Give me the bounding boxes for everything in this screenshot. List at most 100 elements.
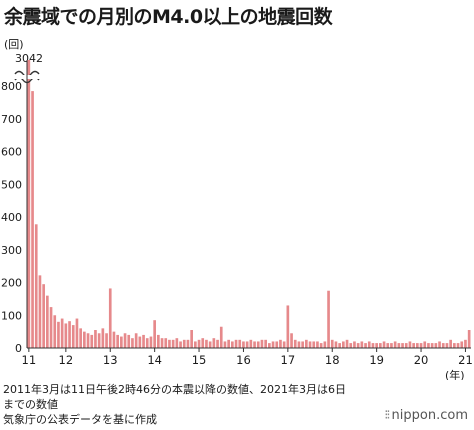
y-tick-label: 300 [1,244,22,257]
bar [212,338,216,348]
bar [282,341,286,348]
bar [157,334,160,348]
bar [256,341,260,348]
credit-logo-icon: ⁝⁝ [384,408,390,423]
bar [456,343,460,348]
y-tick-label: 400 [1,211,22,224]
x-tick-label: 12 [59,353,74,367]
bar [271,341,275,348]
bar [397,343,401,348]
bar [219,326,223,348]
bar [345,339,349,348]
bar [238,339,242,348]
bar [416,343,419,348]
bar [194,341,197,348]
bar [116,334,119,348]
bar [201,338,205,348]
bar [264,339,267,348]
bar [268,343,271,348]
bar [360,341,364,348]
bar [386,343,390,348]
bar [86,333,90,348]
x-axis-ticks: 11 12 13 14 15 16 17 18 19 20 21 [22,348,473,367]
x-tick-label: 13 [103,353,118,367]
bar [382,341,386,348]
bar [134,333,138,348]
bar [245,341,249,348]
footnote-line-2: までの数値 [3,398,58,411]
bar [75,318,79,348]
bar [34,224,38,348]
bar [171,339,175,348]
bar [293,339,297,348]
bar [427,343,430,348]
bar [205,339,208,348]
bar [390,343,393,348]
bar [60,318,64,348]
bar [242,341,245,348]
bar [253,341,256,348]
y-tick-label: 100 [1,309,22,322]
bar [101,328,105,348]
bar [434,343,438,348]
bar [401,343,404,348]
bar [57,321,60,348]
x-tick-label: 20 [414,353,429,367]
bar [227,339,230,348]
bar [108,288,112,348]
bar [168,339,171,348]
bar [38,275,42,348]
bar [301,341,304,348]
footnote-line-3: 気象庁の公表データを基に作成 [3,413,157,426]
bar [123,333,127,348]
bar [327,290,330,348]
bar [323,341,327,348]
y-tick-label: 600 [1,146,22,159]
bar [142,334,145,348]
bar [364,343,367,348]
footnote-line-1: 2011年3月は11日午後2時46分の本震以降の数値、2021年3月は6日 [3,383,346,396]
bar [94,330,97,348]
bar [234,339,238,348]
bar [445,343,449,348]
bar [223,341,227,348]
bar [419,343,423,348]
bar [49,307,53,348]
bar [53,315,57,348]
bar [319,343,323,348]
bar [330,339,334,348]
bar [356,343,360,348]
bar [90,334,94,348]
bar [83,331,86,348]
bar [449,339,452,348]
bar [190,330,193,348]
x-tick-label: 19 [369,353,384,367]
y-tick-label: 500 [1,178,22,191]
bar [464,339,467,348]
bar [441,343,445,348]
bar [423,341,427,348]
y-axis-ticks: 0 100 200 300 400 500 600 700 800 [1,80,22,355]
bar [131,338,134,348]
bar [297,341,301,348]
bar [175,338,179,348]
bar [393,341,397,348]
bar [68,321,71,348]
bar [312,341,316,348]
credit-text: nippon.com [391,408,468,423]
bar [127,334,131,348]
bar [160,338,164,348]
bar [31,91,34,348]
bar [71,325,75,348]
bar [353,341,356,348]
bar [375,343,378,348]
bar [153,320,156,348]
bar [371,343,375,348]
bar [105,333,108,348]
bar [305,339,308,348]
axes [14,60,471,349]
x-tick-label: 21 [458,353,473,367]
bar [412,343,415,348]
bar [316,341,319,348]
bar [186,339,190,348]
